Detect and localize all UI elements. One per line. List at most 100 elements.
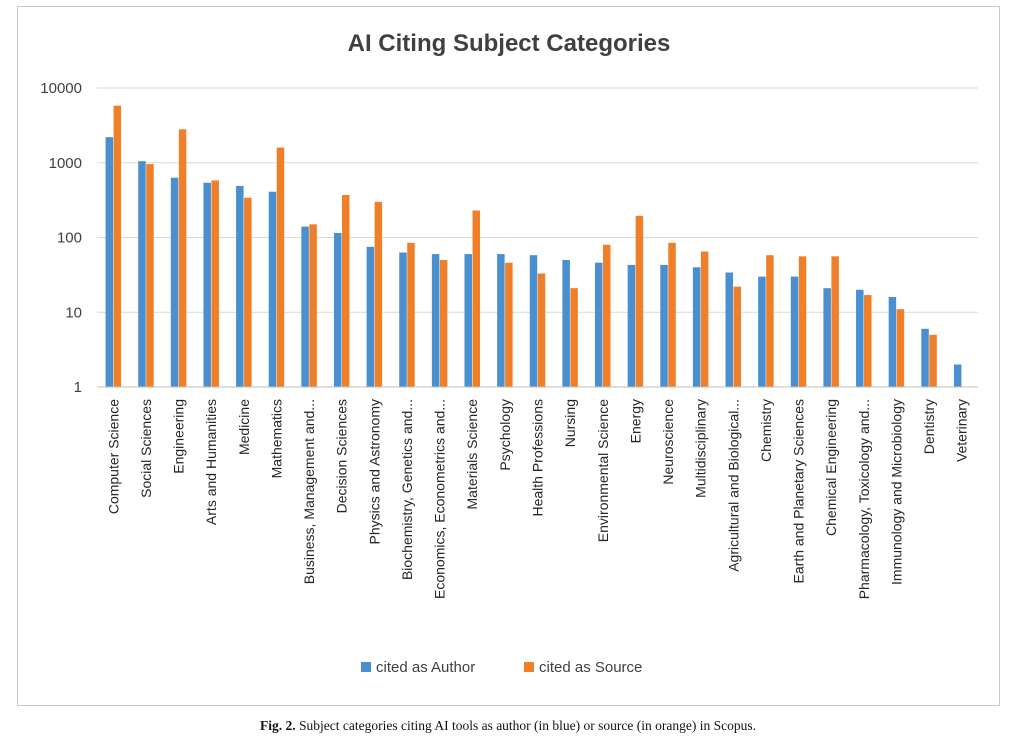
category-label: Psychology [497,399,513,471]
category-label: Economics, Econometrics and... [432,399,448,599]
category-label: Chemistry [758,399,774,462]
category-label: Arts and Humanities [203,399,219,525]
figure-caption: Fig. 2. Subject categories citing AI too… [0,718,1016,734]
bar-cited-as-source [439,260,448,387]
y-tick-label: 1000 [49,155,82,172]
bar-cited-as-author [170,177,179,387]
bar-cited-as-source [929,334,937,387]
bars [105,105,962,388]
category-label: Chemical Engineering [823,399,839,536]
bar-cited-as-author [562,260,570,387]
category-label: Decision Sciences [334,399,350,513]
bar-cited-as-author [660,264,668,387]
bar-cited-as-author [921,328,929,387]
caption-label: Fig. 2. [259,718,296,733]
category-label: Neuroscience [660,399,676,485]
bar-cited-as-author [203,182,211,387]
legend-label-source: cited as Source [539,659,642,676]
bar-cited-as-source [570,288,578,387]
y-tick-label: 1 [74,379,82,396]
legend-swatch-source [524,662,534,672]
bar-cited-as-source [798,256,807,387]
category-label: Energy [627,399,643,443]
category-label: Health Professions [530,399,546,517]
bar-cited-as-source [472,210,480,387]
bar-cited-as-author [333,232,342,387]
bar-chart: AI Citing Subject Categories 11010010001… [40,30,978,676]
bar-cited-as-source [178,129,187,387]
category-label: Materials Science [464,399,480,510]
category-label: Social Sciences [138,399,154,498]
caption-text: Subject categories citing AI tools as au… [298,718,756,733]
bar-cited-as-source [211,180,219,387]
bar-cited-as-source [146,164,154,387]
category-label: Dentistry [921,399,937,454]
bar-cited-as-source [733,286,742,387]
legend-label-author: cited as Author [376,659,475,676]
category-label: Medicine [236,399,252,455]
bar-cited-as-author [790,276,799,387]
y-tick-label: 10 [65,304,82,321]
bar-cited-as-author [497,254,505,387]
category-label: Pharmacology, Toxicology and... [856,399,872,599]
bar-cited-as-source [603,244,611,387]
category-label: Computer Science [105,399,121,514]
category-label: Environmental Science [595,399,611,542]
legend: cited as Author cited as Source [361,659,642,676]
category-label: Physics and Astronomy [366,399,382,545]
bar-cited-as-author [301,226,309,387]
bar-cited-as-author [399,252,407,387]
bar-cited-as-author [366,246,375,387]
bar-cited-as-author [529,255,538,387]
bar-cited-as-author [138,161,146,387]
bar-cited-as-source [766,255,774,387]
bar-cited-as-author [236,185,244,387]
bar-cited-as-source [309,224,317,387]
bar-cited-as-author [627,264,636,387]
bar-cited-as-source [374,201,383,387]
bar-cited-as-source [864,295,872,387]
category-label: Biochemistry, Genetics and... [399,399,415,580]
bar-cited-as-author [888,296,897,387]
category-label: Veterinary [954,399,970,462]
bar-cited-as-source [700,251,709,387]
bar-cited-as-source [244,197,252,387]
gridlines [97,87,978,313]
category-label: Engineering [171,399,187,474]
category-label: Agricultural and Biological... [725,399,741,572]
legend-swatch-author [361,662,371,672]
category-labels: Computer Science Social Sciences Engineeri… [105,399,969,599]
y-tick-label: 100 [57,230,82,247]
bar-cited-as-source [113,105,122,388]
bar-cited-as-author [823,288,831,387]
chart-title: AI Citing Subject Categories [348,30,671,57]
bar-cited-as-author [431,254,440,387]
bar-cited-as-author [856,289,864,387]
bar-cited-as-source [896,309,905,387]
bar-cited-as-author [268,191,277,387]
bar-cited-as-source [635,215,644,387]
chart-frame: AI Citing Subject Categories 1 10 100 1000 1… [17,6,1000,706]
y-tick-label: 10000 [40,80,82,97]
bar-cited-as-author [105,137,114,387]
bar-cited-as-source [341,195,350,387]
category-label: Mathematics [268,399,284,478]
bar-cited-as-author [464,254,472,387]
bar-cited-as-source [505,262,513,387]
category-label: Multidisciplinary [693,399,709,498]
category-label: Immunology and Microbiology [888,399,904,585]
bar-cited-as-source [276,147,285,387]
bar-cited-as-author [595,262,603,387]
category-label: Nursing [562,399,578,447]
bar-cited-as-source [668,242,676,387]
bar-cited-as-source [407,242,415,387]
bar-cited-as-author [725,272,734,387]
category-label: Earth and Planetary Sciences [791,399,807,583]
bar-cited-as-author [953,364,962,387]
category-label: Business, Management and... [301,399,317,584]
bar-cited-as-author [758,276,766,387]
y-axis-ticks: 1 10 100 1000 10000 [40,80,82,396]
bar-cited-as-source [537,273,546,387]
bar-cited-as-author [692,267,701,387]
bar-cited-as-source [831,256,839,387]
